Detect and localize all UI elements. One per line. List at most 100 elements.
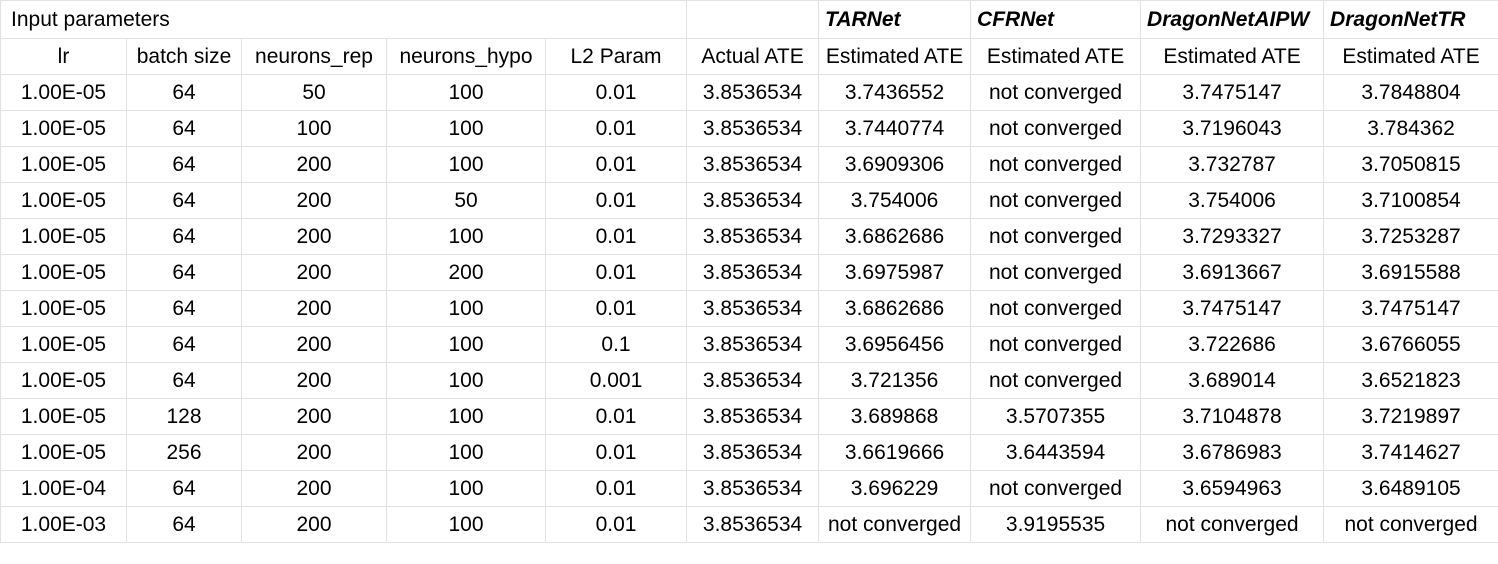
table-cell[interactable]: 3.6443594 — [970, 434, 1142, 471]
table-cell[interactable]: 100 — [386, 398, 546, 435]
table-cell[interactable]: not converged — [818, 506, 972, 543]
table-cell[interactable]: 0.01 — [544, 110, 688, 147]
table-cell[interactable]: 3.8536534 — [686, 182, 820, 219]
table-cell[interactable]: 100 — [386, 74, 546, 111]
table-cell[interactable]: 3.8536534 — [686, 470, 820, 507]
table-cell[interactable]: 3.5707355 — [970, 398, 1142, 435]
table-cell[interactable]: 3.6862686 — [818, 218, 972, 255]
table-cell[interactable]: 3.8536534 — [686, 506, 820, 543]
table-cell[interactable]: 1.00E-05 — [0, 290, 127, 327]
table-cell[interactable]: 1.00E-05 — [0, 110, 127, 147]
table-cell[interactable]: 64 — [126, 254, 242, 291]
table-cell[interactable]: 3.8536534 — [686, 146, 820, 183]
table-cell[interactable]: 200 — [241, 362, 387, 399]
table-cell[interactable]: 3.689868 — [818, 398, 972, 435]
table-cell[interactable]: 64 — [126, 74, 242, 111]
table-cell[interactable]: 200 — [241, 290, 387, 327]
table-cell[interactable]: 1.00E-05 — [0, 146, 127, 183]
column-header[interactable]: Estimated ATE — [1323, 38, 1498, 75]
column-header[interactable]: Estimated ATE — [818, 38, 972, 75]
table-cell[interactable]: not converged — [970, 254, 1142, 291]
table-cell[interactable]: not converged — [970, 110, 1142, 147]
table-cell[interactable]: 3.7475147 — [1140, 290, 1325, 327]
table-cell[interactable]: 3.6913667 — [1140, 254, 1325, 291]
table-cell[interactable]: 0.1 — [544, 326, 688, 363]
column-header[interactable]: L2 Param — [544, 38, 688, 75]
table-cell[interactable]: 64 — [126, 506, 242, 543]
table-cell[interactable]: 3.7440774 — [818, 110, 972, 147]
table-cell[interactable]: 200 — [386, 254, 546, 291]
table-cell[interactable]: 64 — [126, 146, 242, 183]
table-cell[interactable]: 1.00E-05 — [0, 218, 127, 255]
table-cell[interactable]: 200 — [241, 326, 387, 363]
table-cell[interactable]: 3.6975987 — [818, 254, 972, 291]
model-name-tarnet[interactable]: TARNet — [818, 0, 972, 39]
table-cell[interactable]: 200 — [241, 182, 387, 219]
table-cell[interactable]: 3.6594963 — [1140, 470, 1325, 507]
column-header[interactable]: neurons_rep — [241, 38, 387, 75]
empty-cell[interactable] — [686, 0, 820, 39]
table-cell[interactable]: not converged — [970, 470, 1142, 507]
table-cell[interactable]: 1.00E-05 — [0, 326, 127, 363]
table-cell[interactable]: 64 — [126, 326, 242, 363]
table-cell[interactable]: 64 — [126, 470, 242, 507]
table-cell[interactable]: 3.7196043 — [1140, 110, 1325, 147]
table-cell[interactable]: 3.754006 — [1140, 182, 1325, 219]
table-cell[interactable]: 128 — [126, 398, 242, 435]
table-cell[interactable]: 3.784362 — [1323, 110, 1498, 147]
column-header[interactable]: neurons_hypo — [386, 38, 546, 75]
table-cell[interactable]: 1.00E-03 — [0, 506, 127, 543]
table-cell[interactable]: 3.754006 — [818, 182, 972, 219]
table-cell[interactable]: 3.722686 — [1140, 326, 1325, 363]
table-cell[interactable]: 50 — [386, 182, 546, 219]
table-cell[interactable]: 0.01 — [544, 182, 688, 219]
table-cell[interactable]: 3.9195535 — [970, 506, 1142, 543]
table-cell[interactable]: not converged — [970, 326, 1142, 363]
model-name-dragonnet-tr[interactable]: DragonNetTR — [1323, 0, 1498, 39]
table-cell[interactable]: 0.01 — [544, 470, 688, 507]
table-cell[interactable]: 0.01 — [544, 434, 688, 471]
table-cell[interactable]: 0.01 — [544, 146, 688, 183]
table-cell[interactable]: 64 — [126, 218, 242, 255]
table-cell[interactable]: 100 — [386, 362, 546, 399]
table-cell[interactable]: 200 — [241, 470, 387, 507]
table-cell[interactable]: 3.6862686 — [818, 290, 972, 327]
table-cell[interactable]: 3.689014 — [1140, 362, 1325, 399]
table-cell[interactable]: 1.00E-05 — [0, 74, 127, 111]
table-cell[interactable]: 3.6956456 — [818, 326, 972, 363]
section-title[interactable]: Input parameters — [0, 0, 688, 39]
table-cell[interactable]: 0.01 — [544, 398, 688, 435]
table-cell[interactable]: not converged — [1323, 506, 1498, 543]
table-cell[interactable]: 256 — [126, 434, 242, 471]
table-cell[interactable]: 3.6786983 — [1140, 434, 1325, 471]
table-cell[interactable]: 0.01 — [544, 290, 688, 327]
table-cell[interactable]: not converged — [970, 218, 1142, 255]
table-cell[interactable]: 1.00E-05 — [0, 254, 127, 291]
table-cell[interactable]: 3.7219897 — [1323, 398, 1498, 435]
table-cell[interactable]: 3.8536534 — [686, 74, 820, 111]
column-header[interactable]: Estimated ATE — [970, 38, 1142, 75]
table-cell[interactable]: 3.7100854 — [1323, 182, 1498, 219]
table-cell[interactable]: 0.01 — [544, 254, 688, 291]
column-header[interactable]: lr — [0, 38, 127, 75]
table-cell[interactable]: 3.696229 — [818, 470, 972, 507]
table-cell[interactable]: 1.00E-05 — [0, 182, 127, 219]
table-cell[interactable]: 100 — [386, 146, 546, 183]
table-cell[interactable]: not converged — [970, 290, 1142, 327]
table-cell[interactable]: 200 — [241, 398, 387, 435]
table-cell[interactable]: 1.00E-05 — [0, 434, 127, 471]
column-header[interactable]: Actual ATE — [686, 38, 820, 75]
table-cell[interactable]: 100 — [386, 506, 546, 543]
table-cell[interactable]: 3.7475147 — [1140, 74, 1325, 111]
table-cell[interactable]: not converged — [970, 362, 1142, 399]
table-cell[interactable]: not converged — [970, 182, 1142, 219]
table-cell[interactable]: 3.8536534 — [686, 110, 820, 147]
table-cell[interactable]: 200 — [241, 254, 387, 291]
table-cell[interactable]: 64 — [126, 110, 242, 147]
table-cell[interactable]: 3.6915588 — [1323, 254, 1498, 291]
model-name-cfrnet[interactable]: CFRNet — [970, 0, 1142, 39]
table-cell[interactable]: 3.732787 — [1140, 146, 1325, 183]
table-cell[interactable]: 3.8536534 — [686, 362, 820, 399]
table-cell[interactable]: 50 — [241, 74, 387, 111]
table-cell[interactable]: 100 — [386, 326, 546, 363]
